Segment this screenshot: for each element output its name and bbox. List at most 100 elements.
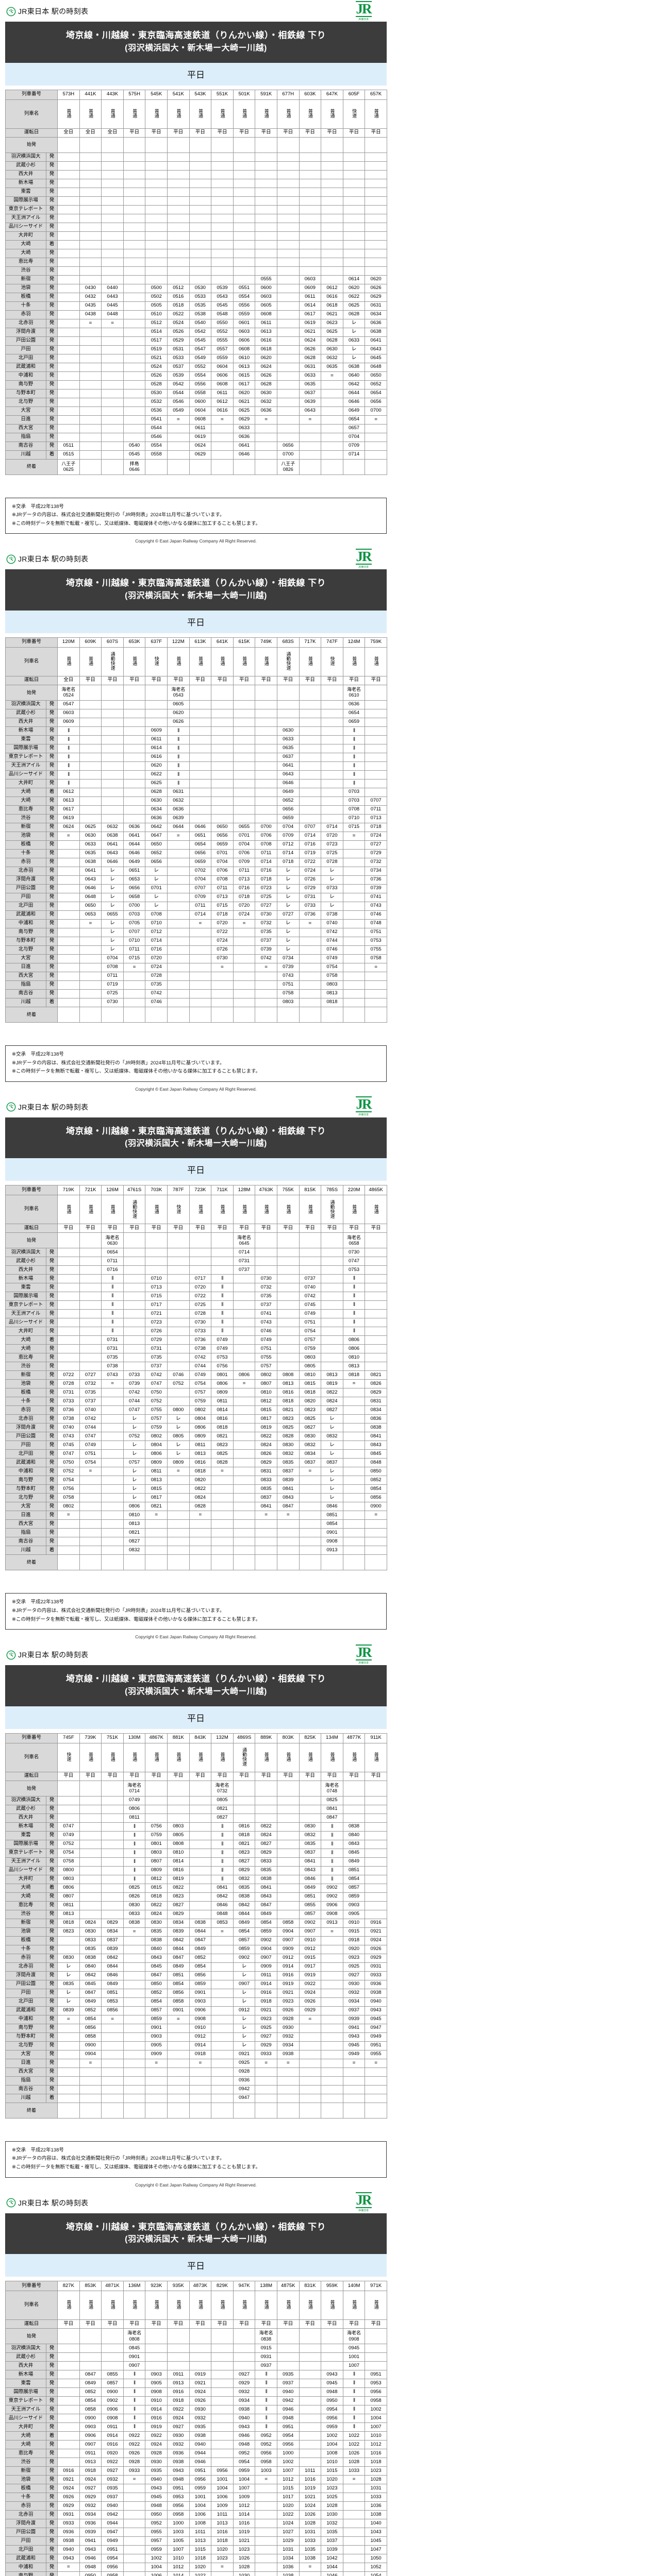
origin-cell — [365, 2328, 387, 2344]
time-cell — [123, 2032, 146, 2042]
station-name: 十条 — [5, 2493, 46, 2502]
time-cell: 0624 — [57, 822, 80, 832]
time-cell: 0841 — [276, 1484, 300, 1494]
time-cell: 0801 — [145, 1839, 168, 1849]
train-number-cell: 803K — [276, 1733, 300, 1743]
time-cell — [79, 248, 102, 258]
time-cell — [276, 196, 300, 206]
time-cell — [342, 954, 366, 963]
station-row: 西大井発 0716 0737 0753 — [5, 1265, 387, 1275]
time-cell: ‖ — [211, 1848, 234, 1858]
operating-day-cell: 平日 — [123, 1224, 146, 1233]
time-cell — [167, 1795, 190, 1805]
time-cell — [79, 257, 102, 267]
time-cell: 0851 — [321, 1511, 343, 1520]
time-cell — [255, 989, 277, 998]
time-cell: 0643 — [276, 770, 300, 779]
time-cell: 0845 — [79, 1979, 102, 1989]
station-name: 川越 — [5, 450, 46, 460]
time-cell: 0914 — [145, 2405, 168, 2414]
station-row: 南古谷発 0725 0742 0758 0813 — [5, 989, 387, 998]
time-cell: 0747 — [123, 1405, 146, 1415]
arrival-departure-mark: 発 — [45, 152, 58, 162]
row-label-terminus: 終着 — [5, 1554, 58, 1571]
station-row: 渋谷発 0619 0636 0639 0659 0710 0713 — [5, 814, 387, 823]
time-cell: 0516 — [167, 292, 190, 302]
time-cell: 0608 — [233, 345, 256, 354]
train-number-cell: 815K — [299, 1185, 322, 1196]
time-cell: 0821 — [145, 1502, 168, 1512]
time-cell — [167, 980, 190, 990]
station-row: 東京テレポート発 — [5, 205, 387, 214]
time-cell: 0846 — [321, 1502, 343, 1512]
arrival-departure-mark: 発 — [45, 2014, 58, 2024]
time-cell: 0709 — [276, 831, 300, 841]
origin-cell — [299, 2328, 322, 2344]
time-cell: 0829 — [167, 1909, 190, 1919]
time-cell: ‖ — [321, 1831, 343, 1840]
time-cell: 0918 — [255, 1997, 277, 2007]
arrival-departure-mark: 発 — [45, 248, 58, 258]
time-cell — [189, 1892, 212, 1902]
time-cell: 0905 — [145, 2041, 168, 2050]
time-cell — [57, 962, 80, 972]
time-cell: 0729 — [145, 1335, 168, 1345]
station-name: 武蔵浦和 — [5, 362, 46, 372]
terminus-cell — [342, 2102, 366, 2119]
time-cell — [101, 1440, 124, 1450]
arrival-departure-mark: 発 — [45, 708, 58, 718]
time-cell — [211, 423, 234, 433]
station-name: 日進 — [5, 1511, 46, 1520]
train-number-cell: 749K — [255, 637, 277, 648]
time-cell — [79, 796, 102, 806]
arrival-departure-mark: 着 — [45, 787, 58, 797]
time-cell: 1012 — [167, 2563, 190, 2572]
time-cell: 0746 — [255, 1327, 277, 1336]
station-row: 川越着 0730 0746 0803 0818 — [5, 997, 387, 1007]
station-name: 南古谷 — [5, 2084, 46, 2094]
time-cell — [189, 2361, 212, 2370]
through-mark: ‖ — [68, 727, 70, 734]
station-name: 西大井 — [5, 717, 46, 727]
time-cell — [255, 205, 277, 214]
time-cell: 0713 — [145, 1283, 168, 1293]
train-name-cell: 普通 — [342, 1195, 366, 1225]
time-cell — [189, 962, 212, 972]
time-cell: 0914 — [101, 2431, 124, 2441]
time-cell — [299, 2041, 322, 2050]
time-cell — [276, 1528, 300, 1538]
time-cell: 0936 — [167, 2449, 190, 2458]
time-cell — [57, 2379, 80, 2388]
time-cell — [189, 778, 212, 788]
time-cell — [101, 1449, 124, 1459]
not-stop-mark: = — [67, 2564, 70, 2570]
time-cell: 0632 — [101, 822, 124, 832]
origin-cell: 海老名 0658 — [342, 1232, 366, 1249]
train-name-cell: 通勤快速 — [101, 647, 124, 676]
arrival-departure-mark: 発 — [45, 1918, 58, 1928]
through-mark: ‖ — [134, 1823, 136, 1829]
time-cell: 1016 — [365, 2449, 387, 2458]
time-cell: 1019 — [233, 2528, 256, 2537]
time-cell — [189, 152, 212, 162]
time-cell: = — [233, 919, 256, 928]
time-cell: 0746 — [167, 1370, 190, 1380]
train-number-cell: 615K — [233, 637, 256, 648]
time-cell: 0609 — [57, 717, 80, 727]
time-cell: 0912 — [233, 2006, 256, 2015]
station-name: 武蔵浦和 — [5, 2554, 46, 2563]
time-cell — [276, 1822, 300, 1832]
time-cell: 0941 — [79, 2536, 102, 2546]
station-name: 赤羽 — [5, 1953, 46, 1963]
time-cell — [79, 778, 102, 788]
station-name: 武蔵小杉 — [5, 708, 46, 718]
station-name: 西大宮 — [5, 1519, 46, 1529]
not-stop-mark: = — [352, 2477, 356, 2483]
station-name: 日進 — [5, 962, 46, 972]
station-row: 川越着 0832 0913 — [5, 1546, 387, 1555]
time-cell — [57, 1546, 80, 1555]
timetable: 列車番号 719K 721K 126M 4761S 703K 787F 723K 711K 128… — [5, 1185, 387, 1571]
time-cell — [189, 1795, 212, 1805]
time-cell — [123, 283, 146, 293]
arrival-departure-mark: 発 — [45, 388, 58, 398]
